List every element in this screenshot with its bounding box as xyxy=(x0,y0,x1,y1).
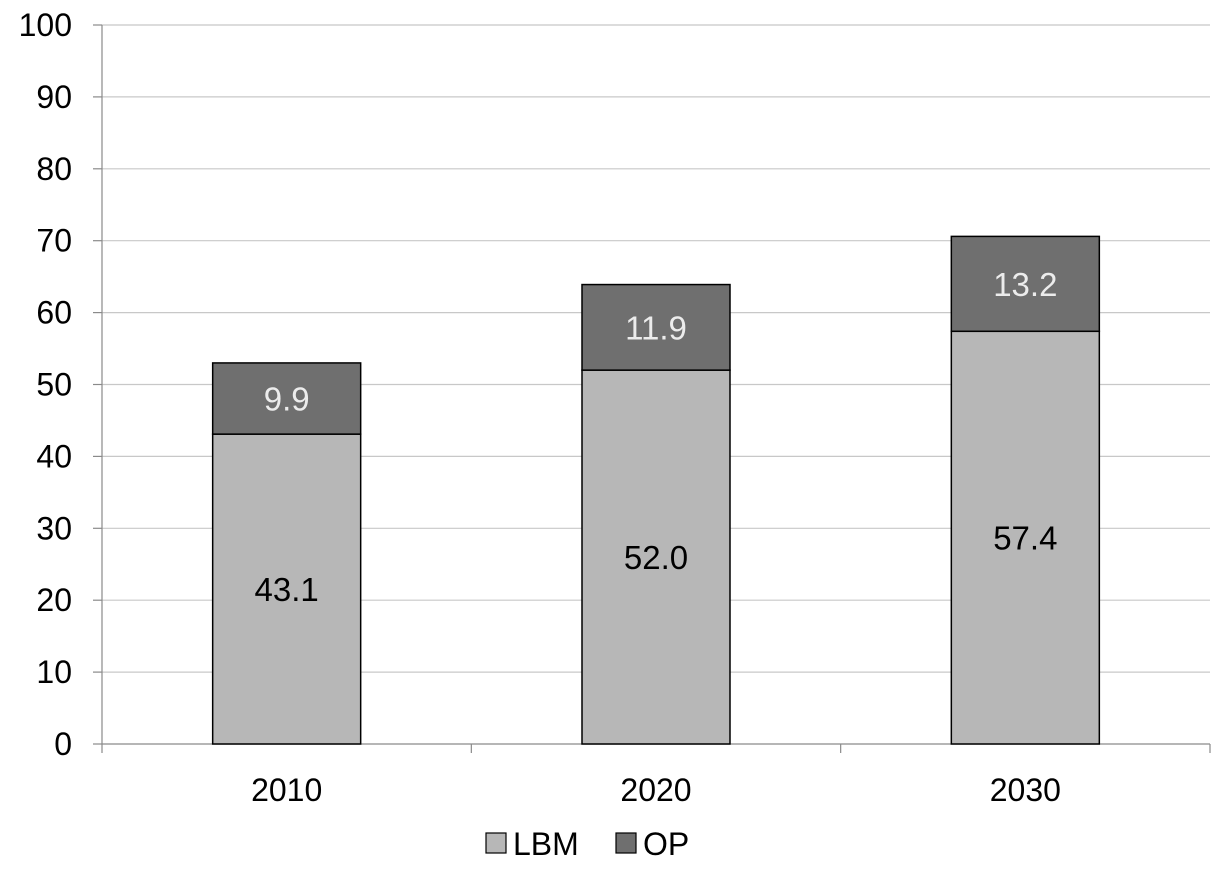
bar-op-2030 xyxy=(950,235,1101,333)
bars xyxy=(211,235,1101,745)
y-tick-label: 100 xyxy=(19,7,72,43)
data-label-op-2030: 13.2 xyxy=(993,266,1057,303)
legend-swatch-lbm xyxy=(485,832,507,854)
data-label-lbm-2010: 43.1 xyxy=(255,571,319,608)
data-labels: 43.1 9.9 52.0 11.9 57.4 13.2 xyxy=(255,266,1058,608)
bar-op-2020 xyxy=(581,283,731,371)
legend-label-lbm: LBM xyxy=(513,826,579,862)
bar-lbm-2030 xyxy=(950,330,1101,745)
y-tick-label: 10 xyxy=(36,654,72,690)
bar-op-2010 xyxy=(211,362,362,435)
x-tick-label: 2030 xyxy=(990,772,1061,808)
data-label-lbm-2020: 52.0 xyxy=(624,539,688,576)
y-tick-label: 30 xyxy=(36,510,72,546)
y-tick-label: 20 xyxy=(36,582,72,618)
legend-label-op: OP xyxy=(643,826,689,862)
y-tick-label: 40 xyxy=(36,438,72,474)
x-tick-label: 2010 xyxy=(251,772,322,808)
y-tick-label: 60 xyxy=(36,295,72,331)
bar-lbm-2020 xyxy=(581,369,731,745)
y-tick-label: 70 xyxy=(36,223,72,259)
y-tick-label: 90 xyxy=(36,79,72,115)
legend-swatch-op xyxy=(615,832,637,854)
legend: LBM OP xyxy=(485,826,689,862)
x-tick-label: 2020 xyxy=(620,772,691,808)
y-tick-label: 50 xyxy=(36,367,72,403)
y-tick-label: 80 xyxy=(36,151,72,187)
bar-lbm-2010 xyxy=(211,433,362,745)
y-tick-label: 0 xyxy=(54,726,72,762)
data-label-op-2020: 11.9 xyxy=(625,309,687,346)
data-label-op-2010: 9.9 xyxy=(264,381,310,418)
data-label-lbm-2030: 57.4 xyxy=(993,520,1057,557)
